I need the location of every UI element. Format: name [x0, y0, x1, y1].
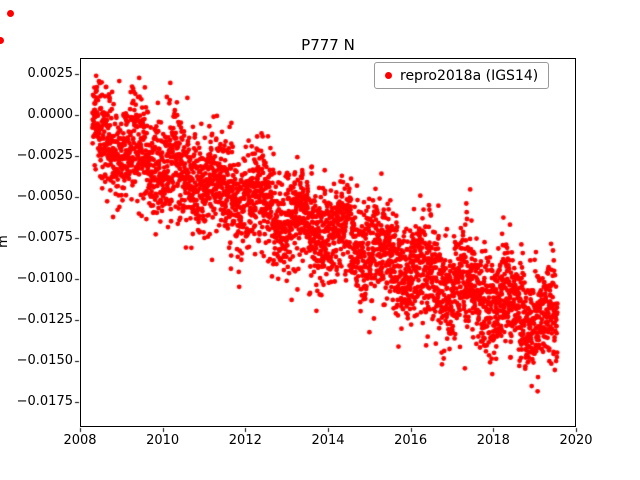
y-tick-label: −0.0150 — [16, 353, 73, 369]
x-tick-label: 2012 — [228, 433, 262, 448]
legend-label: repro2018a (IGS14) — [400, 67, 539, 84]
y-tick-label: −0.0075 — [16, 230, 73, 246]
y-tick-label: −0.0175 — [16, 394, 73, 410]
y-tick-label: −0.0025 — [16, 148, 73, 164]
x-tick-label: 2010 — [146, 433, 180, 448]
x-tick-label: 2020 — [559, 433, 593, 448]
x-tick-label: 2018 — [476, 433, 510, 448]
stray-point-icon — [7, 10, 14, 17]
y-tick-label: 0.0025 — [27, 66, 74, 82]
y-tick-label: −0.0125 — [16, 312, 73, 328]
legend-marker-icon — [385, 72, 392, 79]
stray-point-icon — [0, 37, 4, 44]
legend: repro2018a (IGS14) — [374, 62, 550, 89]
y-tick-label: 0.0000 — [27, 107, 74, 123]
x-tick-label: 2014 — [311, 433, 345, 448]
y-tick-label: −0.0100 — [16, 271, 73, 287]
chart-title: P777 N — [301, 36, 355, 54]
x-tick-label: 2016 — [394, 433, 428, 448]
x-tick-label: 2008 — [63, 433, 97, 448]
y-tick-label: −0.0050 — [16, 189, 73, 205]
